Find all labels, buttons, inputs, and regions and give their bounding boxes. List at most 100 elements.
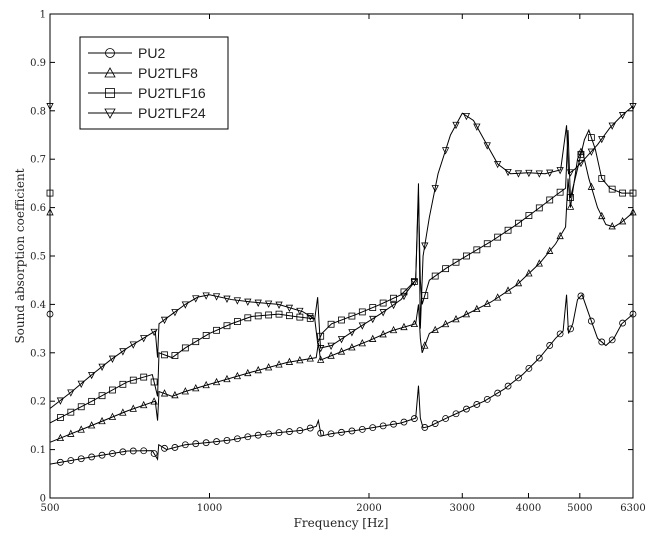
series-point-pu2tlf16: [192, 338, 200, 346]
series-point-pu2tlf16: [556, 188, 564, 196]
series-point-pu2tlf8: [181, 387, 189, 395]
series-point-pu2tlf16: [88, 397, 96, 405]
series-point-pu2tlf16: [150, 378, 158, 386]
x-tick-label: 1000: [197, 503, 222, 514]
series-point-pu2tlf24: [556, 167, 564, 175]
series-point-pu2tlf24: [587, 148, 596, 156]
x-axis-title: Frequency [Hz]: [294, 516, 389, 530]
series-point-pu2tlf16: [463, 252, 470, 260]
series-point-pu2: [150, 450, 158, 457]
series-point-pu2: [504, 382, 512, 390]
y-tick-label: 0: [40, 494, 46, 505]
series-point-pu2: [161, 444, 168, 452]
series-pu2tlf24: [46, 103, 637, 409]
series-point-pu2tlf8: [504, 286, 512, 294]
series-point-pu2tlf24: [525, 169, 533, 178]
series-point-pu2tlf24: [441, 147, 450, 155]
series-point-pu2tlf8: [129, 404, 137, 412]
series-point-pu2tlf16: [181, 344, 189, 352]
series-point-pu2tlf16: [525, 212, 533, 219]
series-point-pu2tlf16: [46, 189, 54, 197]
series-point-pu2tlf24: [618, 112, 627, 120]
series-point-pu2: [140, 447, 148, 455]
series-point-pu2tlf8: [566, 202, 575, 210]
legend-box: [79, 36, 229, 130]
series-point-pu2tlf16: [442, 265, 450, 273]
x-tick-label: 500: [40, 503, 59, 514]
series-point-pu2tlf16: [608, 185, 616, 193]
series-point-pu2: [286, 428, 293, 435]
series-point-pu2tlf16: [286, 312, 293, 320]
series-point-pu2: [556, 330, 564, 338]
series-point-pu2: [577, 292, 585, 300]
legend-marker-pu2: [105, 48, 115, 58]
series-point-pu2tlf24: [306, 313, 314, 321]
series-line-pu2: [49, 293, 634, 465]
series-point-pu2tlf16: [109, 386, 116, 394]
series-point-pu2tlf24: [160, 316, 169, 325]
series-point-pu2tlf16: [535, 204, 543, 212]
series-point-pu2tlf8: [223, 374, 231, 383]
series-point-pu2: [57, 458, 64, 466]
series-point-pu2: [202, 439, 210, 447]
series-point-pu2tlf8: [608, 222, 616, 230]
series-point-pu2tlf8: [369, 334, 377, 342]
legend-item-pu2: PU2: [88, 45, 165, 61]
series-point-pu2tlf24: [77, 380, 85, 389]
y-tick-label: 0.9: [30, 58, 46, 69]
y-tick-label: 0.6: [30, 203, 46, 214]
series-point-pu2: [348, 427, 356, 435]
series-point-pu2: [338, 428, 345, 436]
series-point-pu2tlf24: [244, 298, 252, 306]
series-point-pu2tlf24: [212, 293, 221, 301]
series-point-pu2: [598, 338, 606, 346]
series-point-pu2tlf16: [587, 134, 595, 141]
series-point-pu2tlf24: [514, 170, 523, 178]
series-point-pu2tlf24: [275, 301, 283, 309]
series-point-pu2tlf24: [608, 122, 616, 130]
legend-label-pu2tlf24: PU2TLF24: [138, 105, 206, 121]
series-point-pu2tlf8: [348, 343, 356, 351]
series-point-pu2tlf8: [119, 408, 127, 416]
series-point-pu2tlf8: [140, 400, 148, 409]
series-point-pu2: [494, 389, 502, 397]
series-point-pu2tlf8: [254, 365, 262, 374]
series-point-pu2tlf8: [56, 433, 65, 442]
y-tick-label: 0.7: [30, 155, 46, 166]
series-point-pu2tlf24: [87, 371, 96, 380]
y-tick-label: 0.2: [30, 397, 46, 408]
series-point-pu2: [109, 450, 116, 457]
series-point-pu2tlf8: [171, 390, 179, 399]
series-point-pu2tlf8: [77, 425, 85, 433]
series-point-pu2tlf16: [358, 308, 366, 316]
legend-marker-pu2tlf16: [105, 88, 115, 98]
legend-items: PU2 PU2TLF8 PU2TLF16 PU2TLF24: [88, 45, 206, 121]
y-axis-title: Sound absorption coefficient: [13, 168, 27, 343]
series-point-pu2tlf8: [598, 211, 606, 220]
series-point-pu2tlf24: [67, 389, 75, 397]
x-tick-label: 4000: [516, 503, 541, 514]
series-point-pu2: [46, 310, 54, 318]
series-point-pu2tlf24: [140, 335, 148, 343]
series-point-pu2tlf24: [46, 103, 54, 111]
series-point-pu2tlf8: [452, 314, 460, 323]
series-point-pu2: [442, 415, 450, 422]
series-point-pu2tlf8: [192, 383, 200, 392]
series-point-pu2tlf8: [202, 380, 210, 389]
series-point-pu2: [608, 336, 616, 344]
series-point-pu2tlf16: [119, 380, 127, 388]
y-tick-label: 1: [40, 10, 46, 21]
y-tick-label: 0.5: [30, 252, 46, 263]
series-point-pu2: [317, 429, 325, 437]
series-point-pu2tlf24: [566, 169, 575, 177]
legend-item-pu2tlf8: PU2TLF8: [88, 65, 198, 81]
series-point-pu2tlf24: [192, 295, 200, 303]
series-point-pu2tlf16: [265, 311, 273, 319]
series-point-pu2tlf16: [483, 240, 491, 248]
series-point-pu2tlf8: [462, 310, 471, 318]
series-point-pu2tlf8: [337, 347, 346, 355]
series-point-pu2tlf16: [629, 189, 637, 197]
series-point-pu2tlf24: [452, 121, 460, 130]
series-point-pu2tlf24: [577, 159, 585, 168]
